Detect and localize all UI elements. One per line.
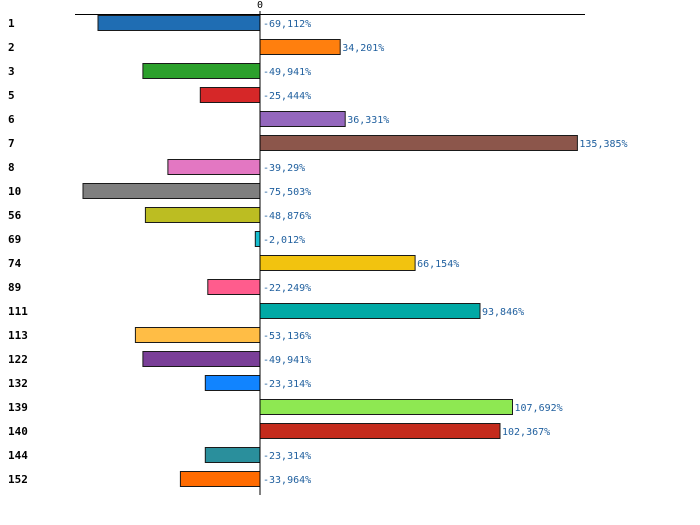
value-label: -39,29% [263, 163, 305, 174]
bar [167, 159, 261, 175]
value-label: -49,941% [263, 67, 311, 78]
bar [134, 327, 261, 343]
zero-tick-label: 0 [257, 0, 263, 11]
value-label: 107,692% [515, 403, 563, 414]
category-label: 3 [8, 65, 15, 78]
bar [82, 183, 261, 199]
category-label: 1 [8, 17, 15, 30]
value-label: 93,846% [482, 307, 524, 318]
category-label: 113 [8, 329, 28, 342]
category-label: 10 [8, 185, 21, 198]
category-label: 144 [8, 449, 28, 462]
value-label: -2,012% [263, 235, 305, 246]
bar [142, 351, 261, 367]
bar [207, 279, 261, 295]
value-label: -53,136% [263, 331, 311, 342]
bar [199, 87, 261, 103]
bar [259, 423, 501, 439]
bar [259, 135, 578, 151]
value-label: -23,314% [263, 451, 311, 462]
bar [254, 231, 261, 247]
bar [97, 15, 261, 31]
bar [259, 255, 416, 271]
category-label: 140 [8, 425, 28, 438]
value-label: 102,367% [502, 427, 550, 438]
value-label: 36,331% [347, 115, 389, 126]
value-label: 66,154% [417, 259, 459, 270]
category-label: 7 [8, 137, 15, 150]
value-label: -49,941% [263, 355, 311, 366]
value-label: -69,112% [263, 19, 311, 30]
bar [204, 375, 261, 391]
category-label: 139 [8, 401, 28, 414]
value-label: -25,444% [263, 91, 311, 102]
category-label: 6 [8, 113, 15, 126]
bar [259, 303, 481, 319]
value-label: -22,249% [263, 283, 311, 294]
value-label: -48,876% [263, 211, 311, 222]
value-label: 34,201% [342, 43, 384, 54]
bar [142, 63, 261, 79]
value-label: -75,503% [263, 187, 311, 198]
value-label: 135,385% [579, 139, 627, 150]
value-label: -33,964% [263, 475, 311, 486]
category-label: 8 [8, 161, 15, 174]
category-label: 56 [8, 209, 22, 222]
bar [144, 207, 261, 223]
category-label: 152 [8, 473, 28, 486]
category-label: 2 [8, 41, 15, 54]
bars-group: 1 -69,112% 2 34,201% 3 -49,941% 5 -25,444% 6 36,3… [8, 15, 628, 487]
category-label: 5 [8, 89, 15, 102]
bar [259, 111, 346, 127]
category-label: 74 [8, 257, 22, 270]
category-label: 111 [8, 305, 28, 318]
bar [179, 471, 261, 487]
category-label: 69 [8, 233, 21, 246]
bar [204, 447, 261, 463]
bar [259, 399, 513, 415]
category-label: 132 [8, 377, 28, 390]
category-label: 89 [8, 281, 21, 294]
bar [259, 39, 341, 55]
value-label: -23,314% [263, 379, 311, 390]
category-label: 122 [8, 353, 28, 366]
